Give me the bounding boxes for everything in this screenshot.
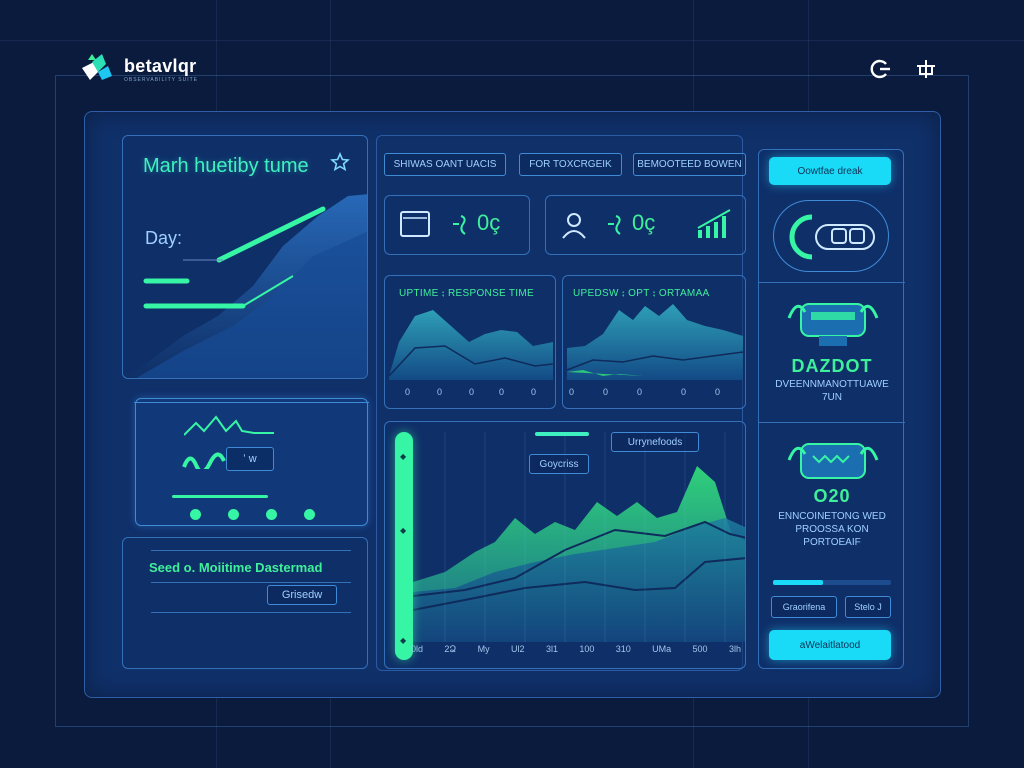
robot-badge-icon: [787, 443, 879, 479]
top-bar: betavlqr OBSERVABILITY SUITE: [78, 50, 948, 90]
x-tick: 0: [437, 387, 443, 397]
progress-bar: [773, 580, 891, 585]
stat-card-1[interactable]: 0ç: [384, 195, 530, 255]
summary-card: Seed o. Moiitime Dastermad Grisedw: [122, 537, 368, 669]
pulse-card[interactable]: ʻ w: [134, 398, 369, 526]
robot-badge-icon: [787, 303, 879, 346]
monitor-icon: [400, 211, 430, 237]
network-icon[interactable]: [914, 58, 938, 80]
x-tick: 0: [715, 387, 721, 397]
x-tick: 0: [569, 387, 575, 397]
toggle-card[interactable]: [773, 200, 889, 272]
x-tick: 3l1: [545, 644, 558, 654]
x-tick: My: [477, 644, 490, 654]
right-sidebar: Oowtfae dreak DAZDOT DVEENNMANOTTUAWE 7U…: [758, 149, 905, 669]
x-tick: 0: [531, 387, 537, 397]
carousel-dot[interactable]: [228, 509, 239, 520]
legend-left[interactable]: Goycriss: [529, 454, 589, 474]
x-tick: 2Ձ: [444, 644, 457, 654]
x-tick: 3lh: [728, 644, 741, 654]
outer-frame: [55, 75, 969, 727]
user-icon: [562, 213, 586, 239]
card2-desc: ENNCOINETONG WED PROOSSA KON PORTOEAIF: [778, 511, 886, 548]
bar-chart-icon: [697, 209, 731, 238]
mini-chart-title: UPTIME ⨟ RESPONSE TIME: [399, 288, 534, 299]
app-logo[interactable]: betavlqr: [78, 50, 196, 86]
top-action-button[interactable]: Oowtfae dreak: [769, 157, 891, 185]
logo-icon: [82, 54, 112, 80]
uptime-response-chart[interactable]: UPTIME ⨟ RESPONSE TIME 0 0 0 0 0: [384, 275, 556, 409]
x-tick: Ul2: [511, 644, 525, 654]
pulse-line-chart: [184, 415, 274, 436]
x-tick: 0: [637, 387, 643, 397]
scroll-slider[interactable]: ◆ ◆ ◆: [395, 432, 413, 660]
toggle-icon: [789, 214, 875, 260]
stat-card-2[interactable]: 0ç: [545, 195, 746, 255]
bottom-action-button[interactable]: aWelaitlatood: [769, 630, 891, 660]
legend-top[interactable]: Urrynefoods: [611, 432, 699, 452]
x-tick: UMa: [652, 644, 672, 654]
carousel-dot[interactable]: [266, 509, 277, 520]
card2-title: O20: [813, 486, 851, 506]
star-icon[interactable]: [330, 152, 350, 172]
stat-value-1: 0ç: [477, 210, 501, 235]
filter-chip-3[interactable]: BEMOOTEED BOWEN: [633, 153, 746, 176]
app-name: betavlqr: [124, 56, 197, 76]
x-tick: 0: [681, 387, 687, 397]
x-tick: 0: [499, 387, 505, 397]
stat-glyph-icon: [608, 215, 621, 235]
tab-right[interactable]: Stelo J: [845, 596, 891, 618]
filter-chip-2[interactable]: FOR TOXCRGEIK: [519, 153, 622, 176]
stat-glyph-icon: [453, 215, 466, 235]
hero-title: Marh huetiby tume: [143, 155, 309, 177]
updown-opt-chart[interactable]: UPEDSW ⨟ OPT ⨟ ORTAMAA 0 0 0 0 0: [562, 275, 746, 409]
hero-card[interactable]: Marh huetiby tume Day:: [122, 135, 368, 379]
stat-value-2: 0ç: [632, 210, 656, 235]
x-tick: 0: [469, 387, 475, 397]
card1-desc: DVEENNMANOTTUAWE 7UN: [775, 379, 889, 403]
x-tick: 0: [603, 387, 609, 397]
x-tick: 0ld: [411, 644, 424, 654]
hero-label: Day:: [145, 228, 183, 248]
card1-title: DAZDOT: [791, 356, 873, 376]
range-bar[interactable]: [535, 432, 589, 436]
x-tick: 100: [579, 644, 595, 654]
pulse-label: ʻ w: [226, 447, 274, 471]
refresh-icon[interactable]: [868, 58, 892, 80]
hero-mountain-chart: [125, 194, 367, 378]
app-subtitle: OBSERVABILITY SUITE: [124, 77, 199, 83]
x-tick: 310: [615, 644, 631, 654]
wave-icon: [182, 452, 226, 469]
x-tick: 500: [692, 644, 708, 654]
summary-title: Seed o. Moiitime Dastermad: [149, 560, 323, 575]
x-tick: 0: [405, 387, 411, 397]
filter-chip-1[interactable]: SHIWAS OANT UACIS: [384, 153, 506, 176]
carousel-dot[interactable]: [304, 509, 315, 520]
main-area-chart[interactable]: ◆ ◆ ◆ Urrynefoods Goycriss 0ld 2Ձ My Ul2…: [384, 421, 746, 669]
tab-left[interactable]: Graorifena: [771, 596, 837, 618]
dashboard-panel: Marh huetiby tume Day:: [84, 111, 941, 698]
summary-button[interactable]: Grisedw: [267, 585, 337, 605]
mini-chart-title: UPEDSW ⨟ OPT ⨟ ORTAMAA: [573, 288, 710, 299]
carousel-dot[interactable]: [190, 509, 201, 520]
